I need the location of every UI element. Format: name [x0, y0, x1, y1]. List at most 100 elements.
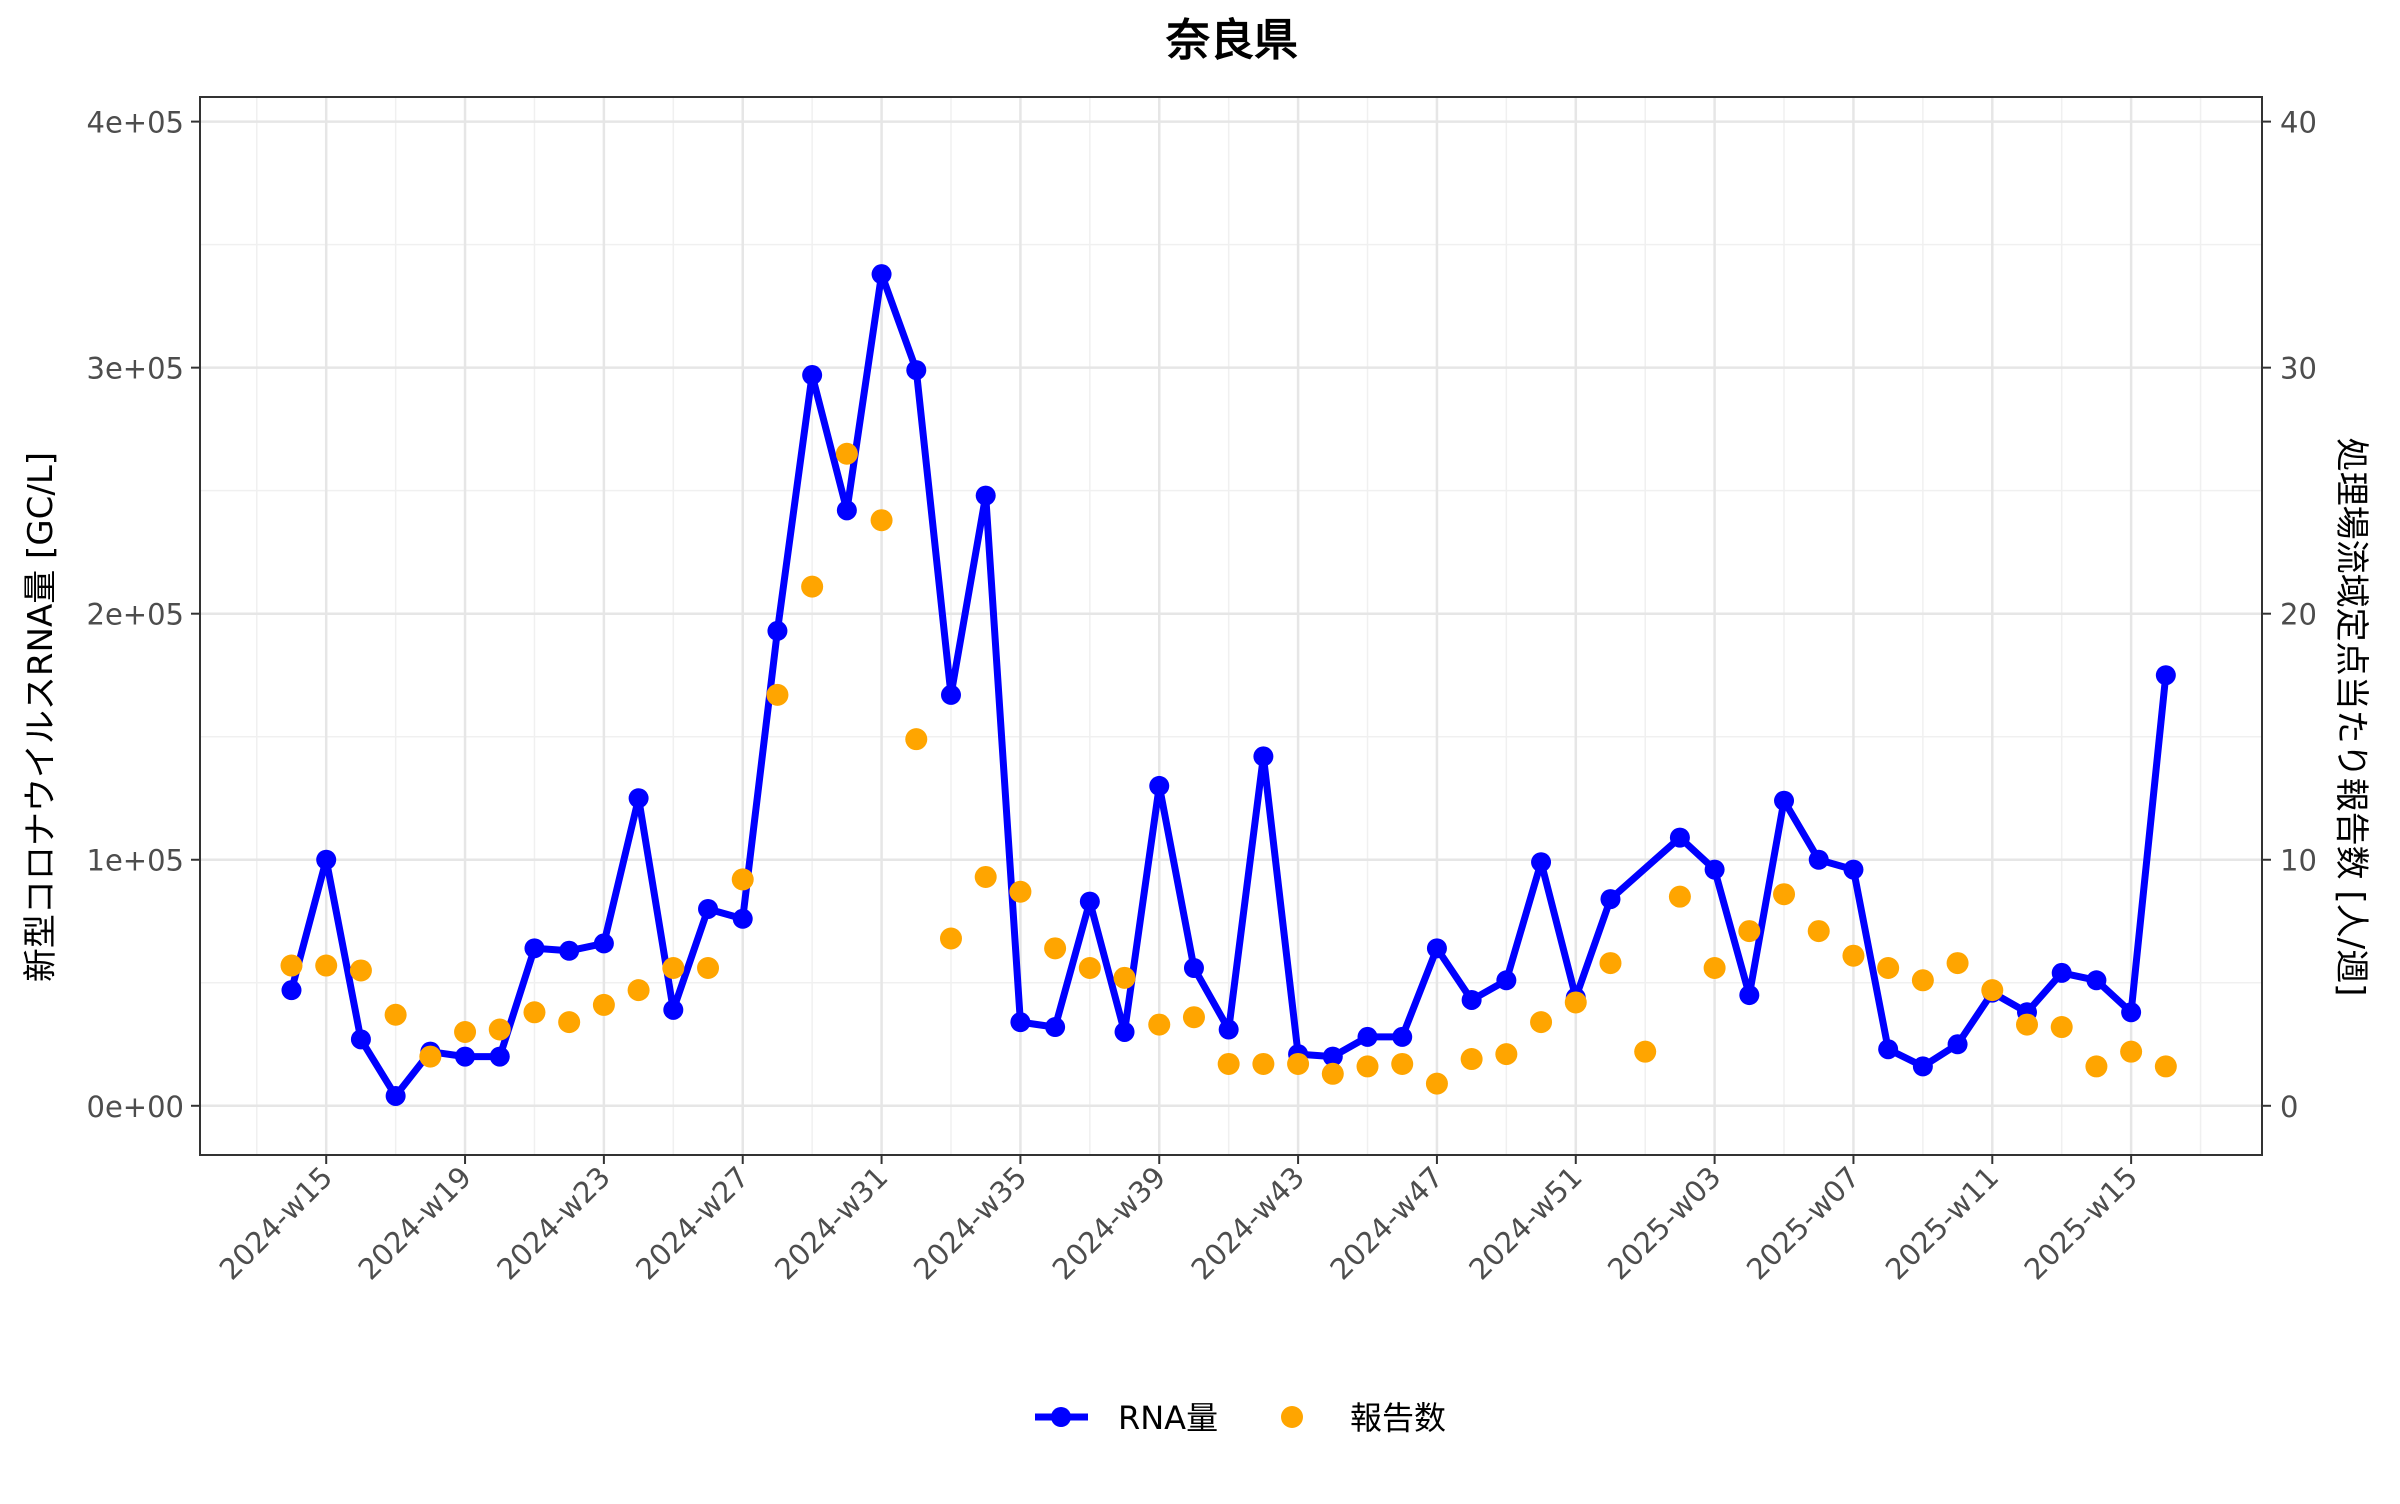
- rna-data-point: [350, 1029, 371, 1050]
- report-data-point: [731, 868, 754, 891]
- report-data-point: [1668, 885, 1691, 908]
- rna-data-point: [732, 908, 753, 929]
- report-data-point: [315, 954, 338, 977]
- report-data-point: [1946, 952, 1969, 975]
- report-data-point: [1877, 957, 1900, 980]
- rna-data-point: [385, 1085, 406, 1106]
- report-data-point: [697, 957, 720, 980]
- report-data-point: [2050, 1016, 2073, 1039]
- rna-data-point: [1843, 859, 1864, 880]
- y-tick-label: 0e+00: [87, 1090, 185, 1124]
- rna-data-point: [802, 365, 823, 386]
- report-data-point: [1252, 1052, 1275, 1075]
- report-data-point: [1044, 937, 1067, 960]
- y2-tick-label: 20: [2280, 598, 2317, 632]
- report-data-point: [801, 575, 824, 598]
- legend-rna-label: RNA量: [1118, 1399, 1218, 1437]
- rna-data-point: [2155, 665, 2176, 686]
- report-data-point: [1530, 1011, 1553, 1034]
- report-data-point: [662, 957, 685, 980]
- report-data-point: [1391, 1052, 1414, 1075]
- legend: RNA量 報告数: [1035, 1399, 1446, 1437]
- rna-data-point: [1149, 775, 1170, 796]
- report-data-point: [1009, 880, 1032, 903]
- rna-data-point: [316, 849, 337, 870]
- rna-data-point: [559, 940, 580, 961]
- report-data-point: [766, 683, 789, 706]
- report-data-point: [1148, 1013, 1171, 1036]
- rna-data-point: [1461, 989, 1482, 1010]
- report-data-point: [1807, 920, 1830, 943]
- rna-data-point: [1253, 746, 1274, 767]
- report-data-point: [1738, 920, 1761, 943]
- report-data-point: [1773, 883, 1796, 906]
- report-data-point: [835, 442, 858, 465]
- rna-data-point: [1218, 1019, 1239, 1040]
- rna-data-point: [1392, 1026, 1413, 1047]
- rna-data-point: [698, 898, 719, 919]
- report-data-point: [454, 1020, 477, 1043]
- rna-data-point: [1739, 985, 1760, 1006]
- rna-data-point: [871, 264, 892, 285]
- report-data-point: [1634, 1040, 1657, 1063]
- rna-data-point: [2121, 1002, 2142, 1023]
- rna-data-point: [1496, 970, 1517, 991]
- rna-data-point: [1704, 859, 1725, 880]
- report-data-point: [1495, 1043, 1518, 1066]
- report-data-point: [2016, 1013, 2038, 1036]
- rna-data-point: [1669, 827, 1690, 848]
- rna-data-point: [836, 500, 857, 521]
- report-data-point: [1425, 1072, 1448, 1095]
- y2-tick-label: 30: [2280, 352, 2317, 386]
- report-data-point: [1911, 969, 1934, 992]
- rna-data-point: [281, 980, 302, 1001]
- report-data-point: [523, 1001, 546, 1024]
- y2-tick-label: 0: [2280, 1090, 2298, 1124]
- report-data-point: [1182, 1006, 1205, 1029]
- rna-data-point: [489, 1046, 510, 1067]
- report-data-point: [558, 1011, 581, 1034]
- rna-data-point: [2086, 970, 2107, 991]
- rna-data-point: [628, 788, 649, 809]
- report-data-point: [1564, 991, 1587, 1014]
- rna-data-point: [2051, 962, 2072, 983]
- rna-data-point: [1531, 852, 1552, 873]
- legend-rna-point: [1051, 1407, 1071, 1427]
- y-tick-label: 1e+05: [87, 844, 185, 878]
- report-data-point: [2085, 1055, 2108, 1078]
- rna-data-point: [1600, 889, 1621, 910]
- report-data-point: [627, 979, 650, 1002]
- rna-data-point: [940, 684, 961, 705]
- plot-border: [199, 96, 2263, 1156]
- y-tick-label: 4e+05: [87, 106, 185, 140]
- y-axis-label: 新型コロナウイルスRNA量 [GC/L]: [21, 452, 61, 982]
- report-data-point: [384, 1003, 407, 1026]
- rna-data-point: [975, 485, 996, 506]
- rna-data-point: [1114, 1021, 1135, 1042]
- rna-data-point: [906, 360, 927, 381]
- rna-data-point: [455, 1046, 476, 1067]
- report-data-point: [939, 927, 962, 950]
- report-data-point: [870, 509, 893, 532]
- rna-data-point: [663, 999, 684, 1020]
- report-data-point: [592, 993, 615, 1016]
- y2-axis-label: 処理場流域定点当たり報告数 [人/週]: [2331, 438, 2371, 997]
- report-data-point: [2120, 1040, 2143, 1063]
- rna-data-point: [1912, 1056, 1933, 1077]
- y-tick-label: 3e+05: [87, 352, 185, 386]
- report-data-point: [1703, 957, 1726, 980]
- report-data-point: [1287, 1052, 1310, 1075]
- report-data-point: [1981, 979, 2004, 1002]
- rna-data-point: [1010, 1012, 1031, 1033]
- legend-reports-label: 報告数: [1350, 1399, 1446, 1437]
- report-data-point: [974, 865, 997, 888]
- rna-data-point: [1079, 891, 1100, 912]
- report-data-point: [1842, 944, 1865, 967]
- report-data-point: [1078, 957, 1101, 980]
- chart-title: 奈良県: [1165, 15, 1298, 66]
- rna-data-point: [1357, 1026, 1378, 1047]
- report-data-point: [1321, 1062, 1344, 1085]
- rna-data-point: [1322, 1046, 1343, 1067]
- report-data-point: [2154, 1055, 2177, 1078]
